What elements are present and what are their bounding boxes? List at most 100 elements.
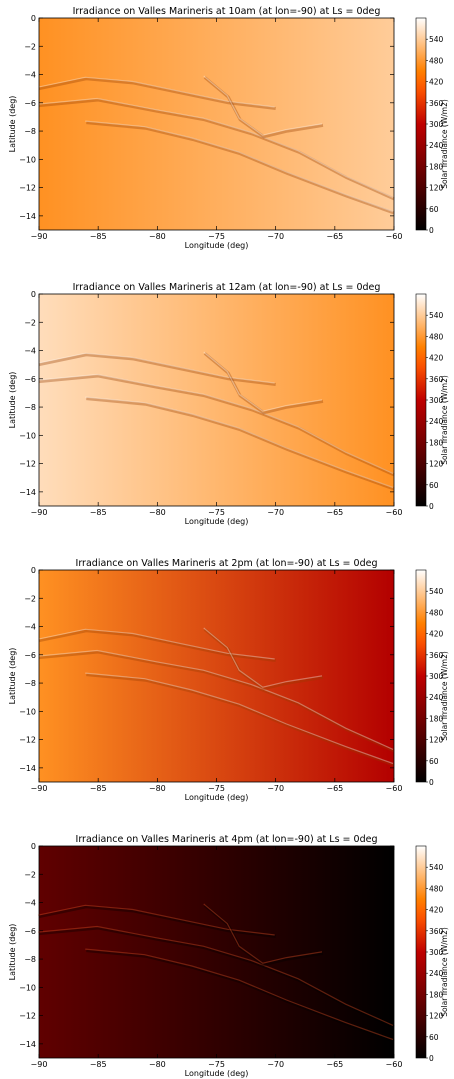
y-tick-label: −6 (24, 927, 36, 936)
colorbar-tick-label: 360 (429, 927, 444, 936)
canyon-relief (38, 77, 276, 110)
x-tick-label: −85 (90, 232, 107, 241)
colorbar-tick-label: 300 (429, 396, 444, 405)
canyon-relief (203, 904, 324, 967)
chart-title: Irradiance on Valles Marineris at 10am (… (73, 6, 381, 17)
x-tick-label: −80 (149, 784, 166, 793)
colorbar-tick-label: 120 (429, 1012, 444, 1021)
y-tick-label: −14 (19, 1040, 36, 1049)
heatmap-field (39, 846, 394, 1058)
canyon-relief (86, 949, 395, 1043)
x-tick-label: −85 (90, 784, 107, 793)
heatmap-field (39, 570, 394, 782)
x-axis-label: Longitude (deg) (185, 1069, 249, 1078)
x-tick-label: −65 (326, 232, 343, 241)
y-tick-label: −10 (19, 983, 36, 992)
colorbar-tick-label: 540 (429, 863, 444, 872)
canyon-highlight (37, 373, 394, 474)
x-tick-label: −65 (326, 508, 343, 517)
y-tick-label: −4 (24, 899, 36, 908)
y-tick-label: 0 (31, 566, 36, 575)
y-tick-label: −4 (24, 623, 36, 632)
canyon-highlight (37, 925, 394, 1026)
colorbar-tick-label: 420 (429, 354, 444, 363)
y-tick-label: −14 (19, 212, 36, 221)
chart-title: Irradiance on Valles Marineris at 4pm (a… (76, 834, 378, 845)
x-tick-label: −90 (31, 1060, 48, 1069)
y-tick-label: −6 (24, 651, 36, 660)
colorbar-tick-label: 300 (429, 120, 444, 129)
colorbar-tick-label: 180 (429, 990, 444, 999)
x-tick-label: −85 (90, 1060, 107, 1069)
x-tick-label: −90 (31, 784, 48, 793)
canyon-highlight (203, 351, 323, 412)
x-tick-label: −70 (267, 508, 284, 517)
y-axis-label: Latitude (deg) (8, 924, 17, 981)
colorbar-tick-label: 360 (429, 375, 444, 384)
x-tick-label: −75 (208, 1060, 225, 1069)
canyon-relief (38, 905, 276, 938)
x-tick-label: −70 (267, 232, 284, 241)
canyon-relief (38, 353, 276, 386)
x-tick-label: −60 (386, 508, 403, 517)
y-tick-label: −4 (24, 347, 36, 356)
colorbar-scale (415, 17, 427, 231)
y-tick-label: 0 (31, 290, 36, 299)
x-tick-label: −70 (267, 1060, 284, 1069)
colorbar-tick-label: 0 (429, 778, 434, 787)
y-tick-label: −2 (24, 318, 36, 327)
x-tick-label: −65 (326, 784, 343, 793)
colorbar-tick-label: 60 (429, 481, 439, 490)
canyon-highlight (37, 628, 275, 660)
y-axis-label: Latitude (deg) (8, 372, 17, 429)
y-tick-label: 0 (31, 14, 36, 23)
y-tick-label: −10 (19, 431, 36, 440)
heatmap-field (39, 294, 394, 506)
colorbar-tick-label: 540 (429, 311, 444, 320)
x-axis-label: Longitude (deg) (185, 517, 249, 526)
y-tick-label: −12 (19, 1012, 36, 1021)
colorbar-tick-label: 360 (429, 651, 444, 660)
colorbar-tick-label: 240 (429, 417, 444, 426)
colorbar: 0 60 120 180 240 300 360 420 480 540 Solar Irradia… (415, 569, 449, 787)
canyon-relief (38, 629, 276, 662)
y-axis-label: Latitude (deg) (8, 648, 17, 705)
x-axis-label: Longitude (deg) (185, 241, 249, 250)
x-tick-label: −80 (149, 1060, 166, 1069)
canyon-highlight (37, 649, 394, 750)
colorbar-tick-label: 480 (429, 608, 444, 617)
chart-panel: −90 −85 −80 −75 −70 −65 −60 0 −2 −4 −6 −8 −10 −12 −14 I… (8, 558, 449, 802)
canyon-relief (38, 926, 395, 1029)
canyon-relief (86, 673, 395, 767)
canyon-highlight (203, 627, 323, 688)
x-axis-label: Longitude (deg) (185, 793, 249, 802)
chart-panel: −90 −85 −80 −75 −70 −65 −60 0 −2 −4 −6 −8 −10 −12 −14 I… (8, 6, 449, 250)
canyon-highlight (37, 76, 275, 108)
colorbar-tick-label: 540 (429, 587, 444, 596)
colorbar-tick-label: 420 (429, 630, 444, 639)
x-tick-label: −85 (90, 508, 107, 517)
canyon-highlight (203, 75, 323, 136)
colorbar-label: Solar Irradiance (W/m2) (440, 99, 449, 189)
y-tick-label: −6 (24, 99, 36, 108)
colorbar: 0 60 120 180 240 300 360 420 480 540 Solar Irradia… (415, 845, 449, 1063)
colorbar-scale (415, 569, 427, 783)
canyon-highlight (85, 948, 394, 1041)
canyon-highlight (37, 352, 275, 384)
chart-panel: −90 −85 −80 −75 −70 −65 −60 0 −2 −4 −6 −8 −10 −12 −14 I… (8, 834, 449, 1078)
colorbar: 0 60 120 180 240 300 360 420 480 540 Solar Irradia… (415, 293, 449, 511)
colorbar-tick-label: 540 (429, 35, 444, 44)
colorbar-label: Solar Irradiance (W/m2) (440, 375, 449, 465)
colorbar-tick-label: 480 (429, 332, 444, 341)
colorbar: 0 60 120 180 240 300 360 420 480 540 Solar Irradia… (415, 17, 449, 235)
chart-title: Irradiance on Valles Marineris at 12am (… (73, 282, 381, 293)
y-tick-label: −10 (19, 707, 36, 716)
x-tick-label: −75 (208, 784, 225, 793)
y-tick-label: −2 (24, 870, 36, 879)
canyon-highlight (85, 672, 394, 765)
y-tick-label: −6 (24, 375, 36, 384)
canyon-highlight (37, 97, 394, 198)
x-tick-label: −65 (326, 1060, 343, 1069)
colorbar-tick-label: 120 (429, 184, 444, 193)
colorbar-tick-label: 300 (429, 948, 444, 957)
